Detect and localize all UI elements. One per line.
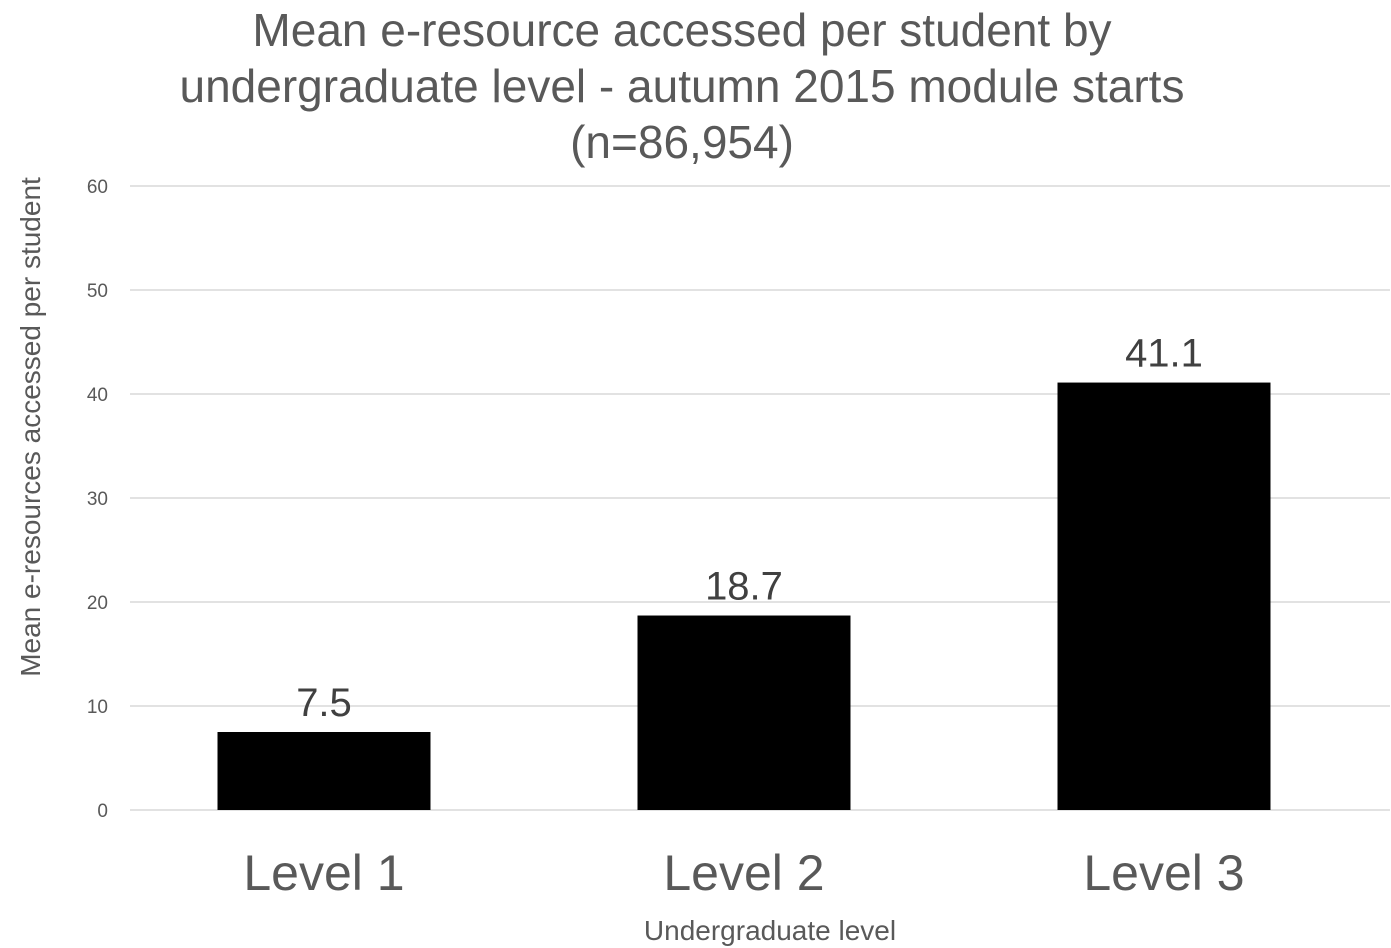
- x-axis-ticks: Level 1 Level 2 Level 3: [243, 845, 1244, 901]
- y-tick-label: 40: [87, 385, 108, 406]
- bar-level-1: [217, 732, 431, 810]
- data-label: 7.5: [296, 681, 352, 725]
- chart-title: Mean e-resource accessed per student by …: [180, 4, 1185, 168]
- y-tick-label: 10: [87, 697, 108, 718]
- bar-level-3: [1057, 382, 1271, 810]
- bars: [217, 382, 1271, 810]
- y-tick-label: 50: [87, 281, 108, 302]
- y-tick-label: 0: [97, 801, 108, 822]
- x-axis-label: Undergraduate level: [644, 915, 896, 946]
- x-tick-label: Level 2: [663, 845, 824, 901]
- y-axis-label: Mean e-resources accessed per student: [15, 177, 46, 677]
- data-labels: 7.5 18.7 41.1: [296, 332, 1203, 725]
- y-tick-label: 20: [87, 593, 108, 614]
- chart-title-line-3: (n=86,954): [570, 116, 794, 168]
- y-axis-ticks: 0 10 20 30 40 50 60: [87, 177, 108, 822]
- gridlines: [130, 185, 1390, 811]
- x-tick-label: Level 3: [1083, 845, 1244, 901]
- y-tick-label: 30: [87, 489, 108, 510]
- y-tick-label: 60: [87, 177, 108, 198]
- data-label: 41.1: [1125, 332, 1203, 376]
- chart-title-line-1: Mean e-resource accessed per student by: [252, 4, 1111, 56]
- x-tick-label: Level 1: [243, 845, 404, 901]
- chart-title-line-2: undergraduate level - autumn 2015 module…: [180, 60, 1185, 112]
- bar-level-2: [637, 615, 851, 810]
- data-label: 18.7: [705, 565, 783, 609]
